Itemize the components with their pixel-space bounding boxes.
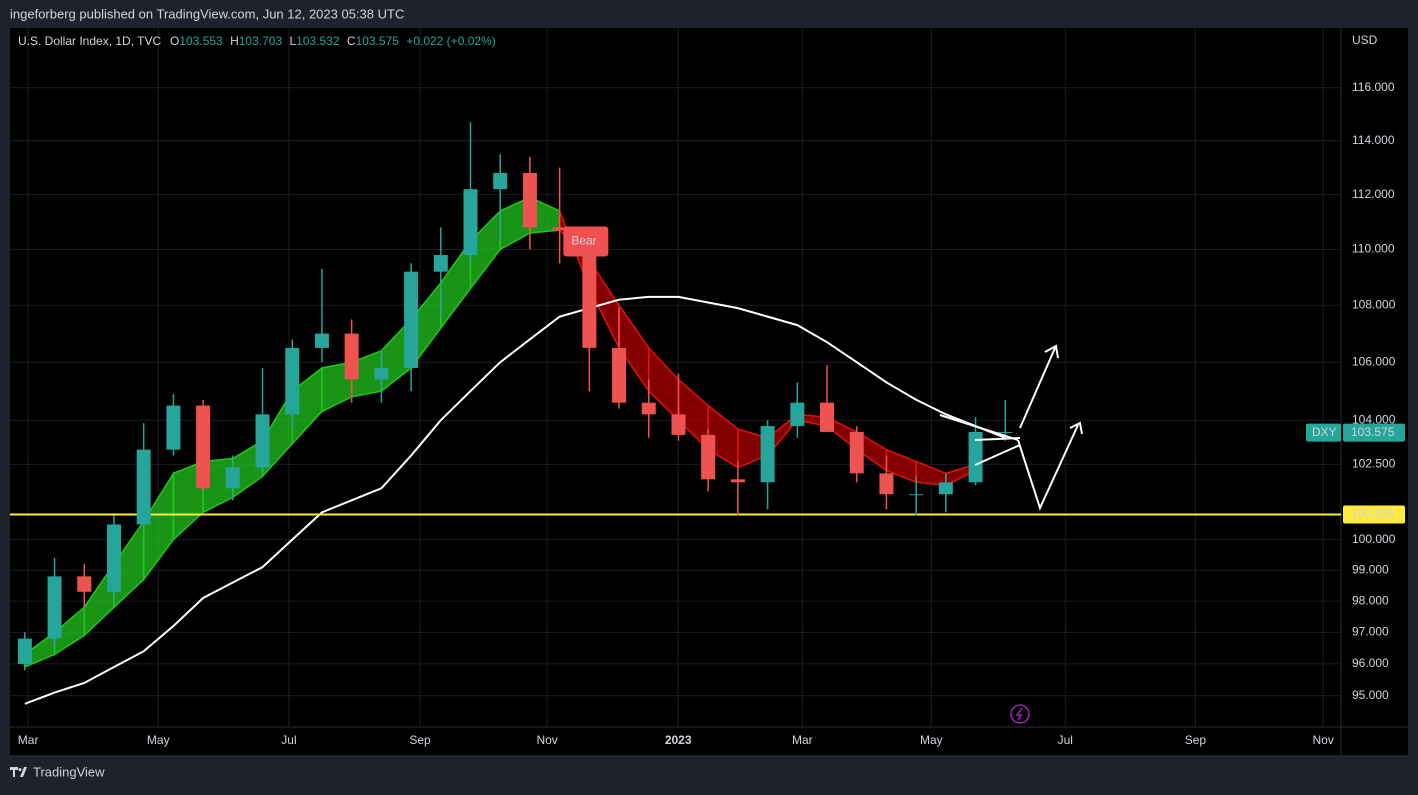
y-tick-label: 116.000 — [1352, 80, 1395, 94]
last-price-label: 103.575 — [1351, 425, 1395, 439]
h-label: H — [230, 34, 239, 48]
change: +0.022 (+0.02%) — [406, 34, 495, 48]
last-price-box — [1343, 423, 1405, 442]
candle-body — [344, 333, 359, 380]
alert-bolt[interactable] — [1015, 707, 1023, 721]
candle-body — [730, 479, 745, 483]
h-value: 103.703 — [239, 34, 283, 48]
candle-body — [790, 402, 805, 427]
publisher-header: ingeforberg published on TradingView.com… — [10, 6, 404, 21]
last-price-name: DXY — [1312, 425, 1337, 439]
candle-body — [879, 473, 894, 495]
x-tick-label: Jul — [1058, 733, 1073, 747]
tradingview-logo: TradingView — [10, 764, 105, 779]
y-tick-label: 100.000 — [1352, 532, 1396, 546]
candle-body — [641, 402, 656, 415]
candle-body — [285, 347, 300, 415]
x-tick-label: Nov — [536, 733, 557, 747]
logo-mark — [10, 767, 27, 777]
candle-body — [374, 367, 389, 380]
candle-body — [522, 172, 537, 228]
candle-body — [47, 576, 62, 639]
l-value: 103.532 — [296, 34, 340, 48]
o-value: 103.553 — [179, 34, 223, 48]
x-tick-label: Mar — [792, 733, 813, 747]
alert-circle[interactable] — [1010, 704, 1030, 724]
candle-body — [433, 254, 448, 272]
signal-label-box — [563, 226, 609, 257]
candle-body — [968, 431, 983, 483]
candle-body — [849, 431, 864, 474]
x-tick-label: Sep — [1185, 733, 1207, 747]
chart-panel — [10, 28, 1408, 755]
candle-body — [314, 333, 329, 348]
l-label: L — [289, 34, 296, 48]
candle-body — [552, 227, 567, 231]
x-tick-label: May — [147, 733, 170, 747]
x-tick-label: May — [920, 733, 943, 747]
candle-body — [255, 414, 270, 468]
y-tick-label: 102.500 — [1352, 457, 1396, 471]
candle-body — [106, 524, 121, 592]
y-tick-label: 99.000 — [1352, 562, 1389, 576]
symbol-legend: U.S. Dollar Index, 1D, TVC — [18, 34, 161, 48]
y-tick-label: 114.000 — [1352, 133, 1395, 147]
x-tick-label: 2023 — [665, 733, 692, 747]
c-label: C — [347, 34, 356, 48]
y-tick-label: 95.000 — [1352, 688, 1389, 702]
x-tick-label: Nov — [1313, 733, 1334, 747]
y-tick-label: 97.000 — [1352, 625, 1389, 639]
level-price-label: 100.828 — [1351, 507, 1395, 521]
y-tick-label: 98.000 — [1352, 593, 1389, 607]
y-tick-label: 110.000 — [1352, 242, 1395, 256]
candle-body — [671, 414, 686, 435]
candle-body — [582, 230, 597, 348]
candle-body — [493, 172, 508, 190]
arrow-up — [1019, 344, 1059, 429]
c-value: 103.575 — [356, 34, 400, 48]
candle-body — [404, 271, 419, 368]
candle-body — [701, 434, 716, 480]
last-price-name-box — [1306, 423, 1341, 442]
y-tick-label: 104.000 — [1352, 412, 1396, 426]
candle-body — [225, 467, 240, 489]
candle-body — [463, 189, 478, 255]
candle-body — [938, 482, 953, 495]
x-tick-label: Mar — [18, 733, 39, 747]
x-tick-label: Jul — [281, 733, 296, 747]
signal-label: Bear — [571, 234, 596, 248]
candle-body — [166, 405, 181, 450]
level-price-box — [1343, 505, 1405, 524]
moving-average — [24, 295, 1006, 705]
x-tick-label: Sep — [409, 733, 431, 747]
candle-body — [760, 426, 775, 483]
y-tick-label: 96.000 — [1352, 656, 1389, 670]
y-tick-label: 106.000 — [1352, 354, 1396, 368]
y-tick-label: 112.000 — [1352, 187, 1395, 201]
footer-brand: TradingView — [33, 764, 105, 779]
candle-body — [196, 405, 211, 489]
candle-body — [909, 494, 924, 496]
candle-body — [136, 449, 151, 525]
y-tick-label: 108.000 — [1352, 297, 1396, 311]
projection-arrows — [939, 344, 1083, 511]
candle-body — [820, 402, 835, 432]
candle-body — [612, 347, 627, 403]
ohlc-legend: O103.553 H103.703 L103.532 C103.575 +0.0… — [170, 34, 496, 48]
candle-body — [17, 638, 32, 664]
arrow-down-up — [1017, 421, 1083, 511]
o-label: O — [170, 34, 179, 48]
candle-body — [77, 576, 92, 592]
triangle-lines — [939, 414, 1021, 466]
candle-body — [998, 431, 1013, 433]
y-unit: USD — [1352, 33, 1378, 47]
alert-icon[interactable] — [1010, 704, 1030, 724]
